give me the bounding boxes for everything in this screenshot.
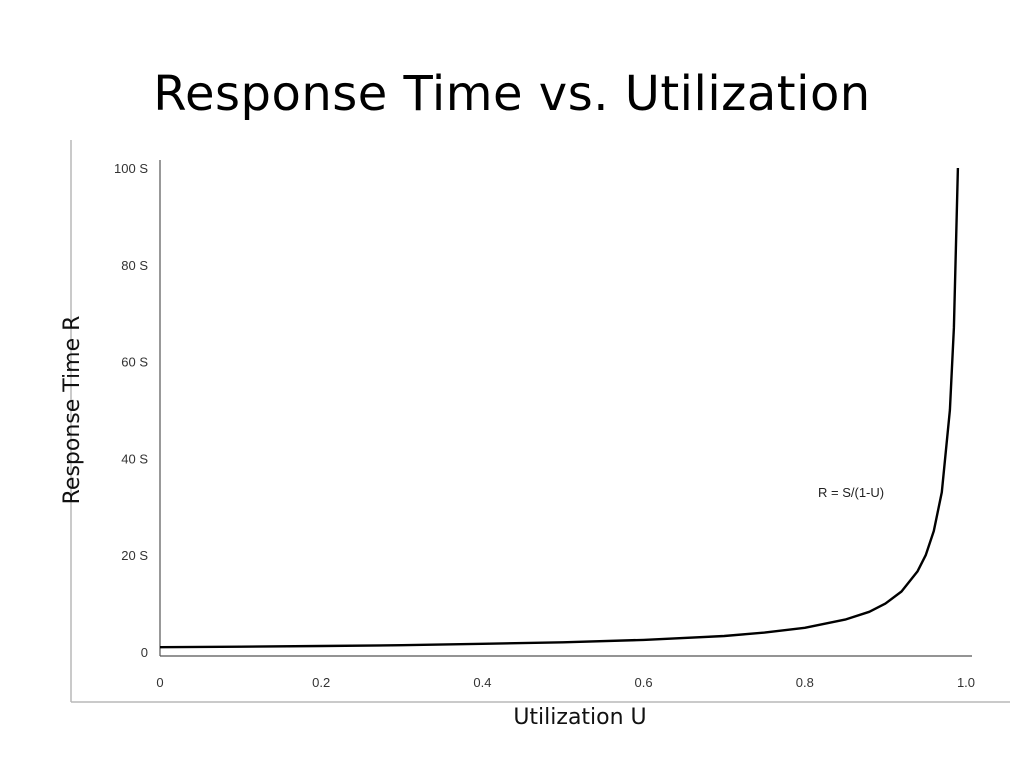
slide-title: Response Time vs. Utilization: [153, 66, 871, 122]
x-tick-label: 0.2: [312, 675, 330, 690]
y-tick-label: 100 S: [114, 161, 148, 176]
y-tick-label: 60 S: [121, 355, 148, 370]
y-tick-label: 20 S: [121, 548, 148, 563]
y-tick-label: 40 S: [121, 451, 148, 466]
ticks-layer: 0 20 S 40 S 60 S 80 S 100 S 0 0.2 0.4 0.6 0.8 1.0: [114, 161, 975, 690]
y-axis-title: Response Time R: [60, 316, 85, 505]
series-line: [159, 167, 960, 649]
y-tick-label: 80 S: [121, 258, 148, 273]
x-tick-label: 0: [156, 675, 163, 690]
x-tick-label: 1.0: [957, 675, 975, 690]
x-tick-label: 0.4: [473, 675, 491, 690]
y-tick-label: 0: [141, 645, 148, 660]
axes-layer: [159, 160, 972, 657]
x-axis-title: Utilization U: [513, 705, 646, 730]
x-tick-label: 0.8: [796, 675, 814, 690]
series-layer: [159, 167, 960, 649]
x-tick-label: 0.6: [635, 675, 653, 690]
formula-annotation: R = S/(1-U): [818, 485, 884, 500]
